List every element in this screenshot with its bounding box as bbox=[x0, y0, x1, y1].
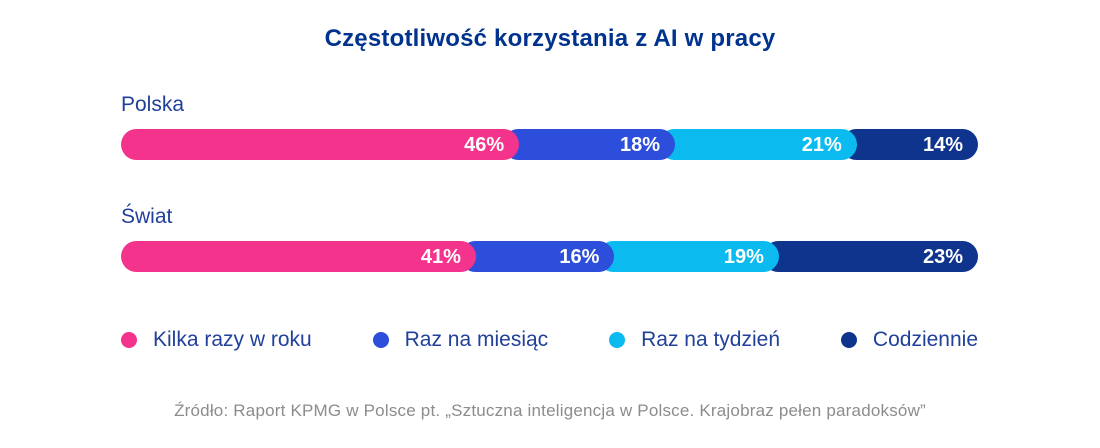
segment-value: 21% bbox=[801, 133, 842, 156]
legend-dot-icon bbox=[840, 332, 857, 348]
category-label: Polska bbox=[121, 93, 185, 116]
segment-value: 41% bbox=[420, 245, 461, 268]
segment-value: 23% bbox=[922, 245, 963, 268]
legend-item: Kilka razy w roku bbox=[121, 328, 312, 352]
chart-title: Częstotliwość korzystania z AI w pracy bbox=[324, 25, 776, 52]
segment-value: 14% bbox=[922, 133, 963, 156]
bar-segment: 21% bbox=[659, 129, 857, 160]
legend-label: Codziennie bbox=[872, 328, 978, 351]
segment-value: 16% bbox=[559, 245, 600, 268]
legend-item: Raz na tydzień bbox=[609, 328, 780, 352]
bar-segment: 46% bbox=[121, 129, 520, 160]
source-caption: Źródło: Raport KPMG w Polsce pt. „Sztucz… bbox=[174, 401, 926, 420]
bar-segment: 41% bbox=[121, 241, 476, 272]
legend-dot-icon bbox=[372, 332, 389, 348]
legend-dot-icon bbox=[609, 332, 626, 348]
bar-row-polska: Polska 46% 18% 21% 14% bbox=[121, 92, 978, 160]
bar-segment: 18% bbox=[503, 129, 675, 160]
legend-label: Kilka razy w roku bbox=[153, 328, 312, 351]
legend-item: Raz na miesiąc bbox=[372, 328, 549, 352]
bar-segment: 19% bbox=[598, 241, 779, 272]
segment-value: 46% bbox=[464, 133, 505, 156]
bar-segment: 14% bbox=[840, 129, 978, 160]
segment-value: 18% bbox=[619, 133, 660, 156]
bar-row-świat: Świat 41% 16% 19% 23% bbox=[121, 204, 978, 272]
stacked-bar: 46% 18% 21% 14% bbox=[121, 129, 978, 160]
bar-segment: 16% bbox=[459, 241, 615, 272]
legend-label: Raz na miesiąc bbox=[404, 328, 549, 351]
category-label: Świat bbox=[121, 205, 173, 228]
bar-segment: 23% bbox=[762, 241, 978, 272]
legend-dot-icon bbox=[121, 332, 137, 348]
legend-label: Raz na tydzień bbox=[641, 328, 781, 351]
legend-item: Codziennie bbox=[840, 328, 978, 352]
segment-value: 19% bbox=[723, 245, 764, 268]
chart-area: Polska 46% 18% 21% 14% Świat 41% 16% 19% 23% bbox=[121, 92, 978, 272]
stacked-bar: 41% 16% 19% 23% bbox=[121, 241, 978, 272]
legend: Kilka razy w roku Raz na miesiąc Raz na ty… bbox=[121, 328, 978, 352]
